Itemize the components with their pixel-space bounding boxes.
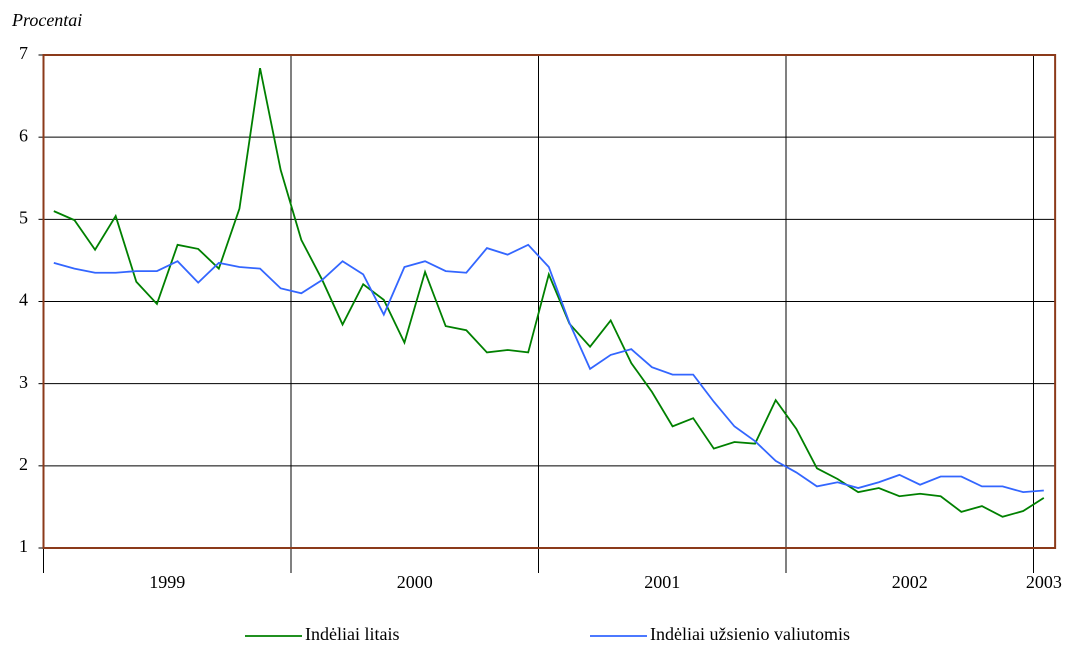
plot-border bbox=[42, 54, 1057, 549]
y-tick-label: 3 bbox=[19, 372, 28, 392]
y-tick-label: 1 bbox=[19, 536, 28, 556]
legend-label: Indėliai litais bbox=[305, 624, 399, 644]
y-tick-label: 2 bbox=[19, 454, 28, 474]
series-line bbox=[53, 243, 1044, 494]
x-tick-label: 1999 bbox=[149, 572, 185, 592]
x-tick-label: 2001 bbox=[644, 572, 680, 592]
legend-label: Indėliai užsienio valiutomis bbox=[650, 624, 850, 644]
x-tick-label: 2003 bbox=[1026, 572, 1062, 592]
y-axis-label: Procentai bbox=[11, 10, 82, 30]
y-tick-label: 6 bbox=[19, 125, 28, 145]
y-tick-label: 4 bbox=[19, 290, 28, 310]
series-line bbox=[53, 67, 1045, 518]
x-tick-label: 2002 bbox=[892, 572, 928, 592]
x-tick-label: 2000 bbox=[397, 572, 433, 592]
y-tick-label: 7 bbox=[19, 43, 28, 63]
y-tick-label: 5 bbox=[19, 207, 28, 227]
